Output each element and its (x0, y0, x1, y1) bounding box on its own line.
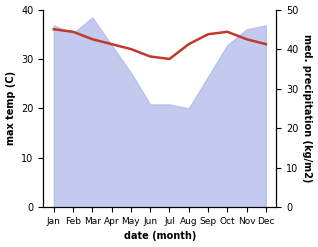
X-axis label: date (month): date (month) (124, 231, 196, 242)
Y-axis label: med. precipitation (kg/m2): med. precipitation (kg/m2) (302, 34, 313, 183)
Y-axis label: max temp (C): max temp (C) (5, 71, 16, 145)
